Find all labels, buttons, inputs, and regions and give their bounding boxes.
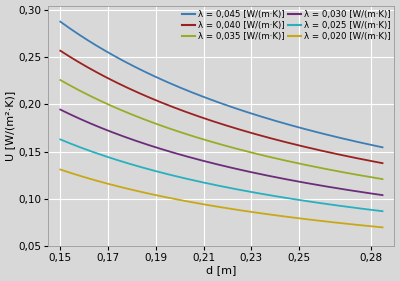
Legend: λ = 0,045 [W/(m·K)], λ = 0,040 [W/(m·K)], λ = 0,035 [W/(m·K)], λ = 0,030 [W/(m·K: λ = 0,045 [W/(m·K)], λ = 0,040 [W/(m·K)]… bbox=[181, 8, 392, 43]
Y-axis label: U [W/(m²·K)]: U [W/(m²·K)] bbox=[6, 90, 16, 161]
X-axis label: d [m]: d [m] bbox=[206, 266, 237, 275]
